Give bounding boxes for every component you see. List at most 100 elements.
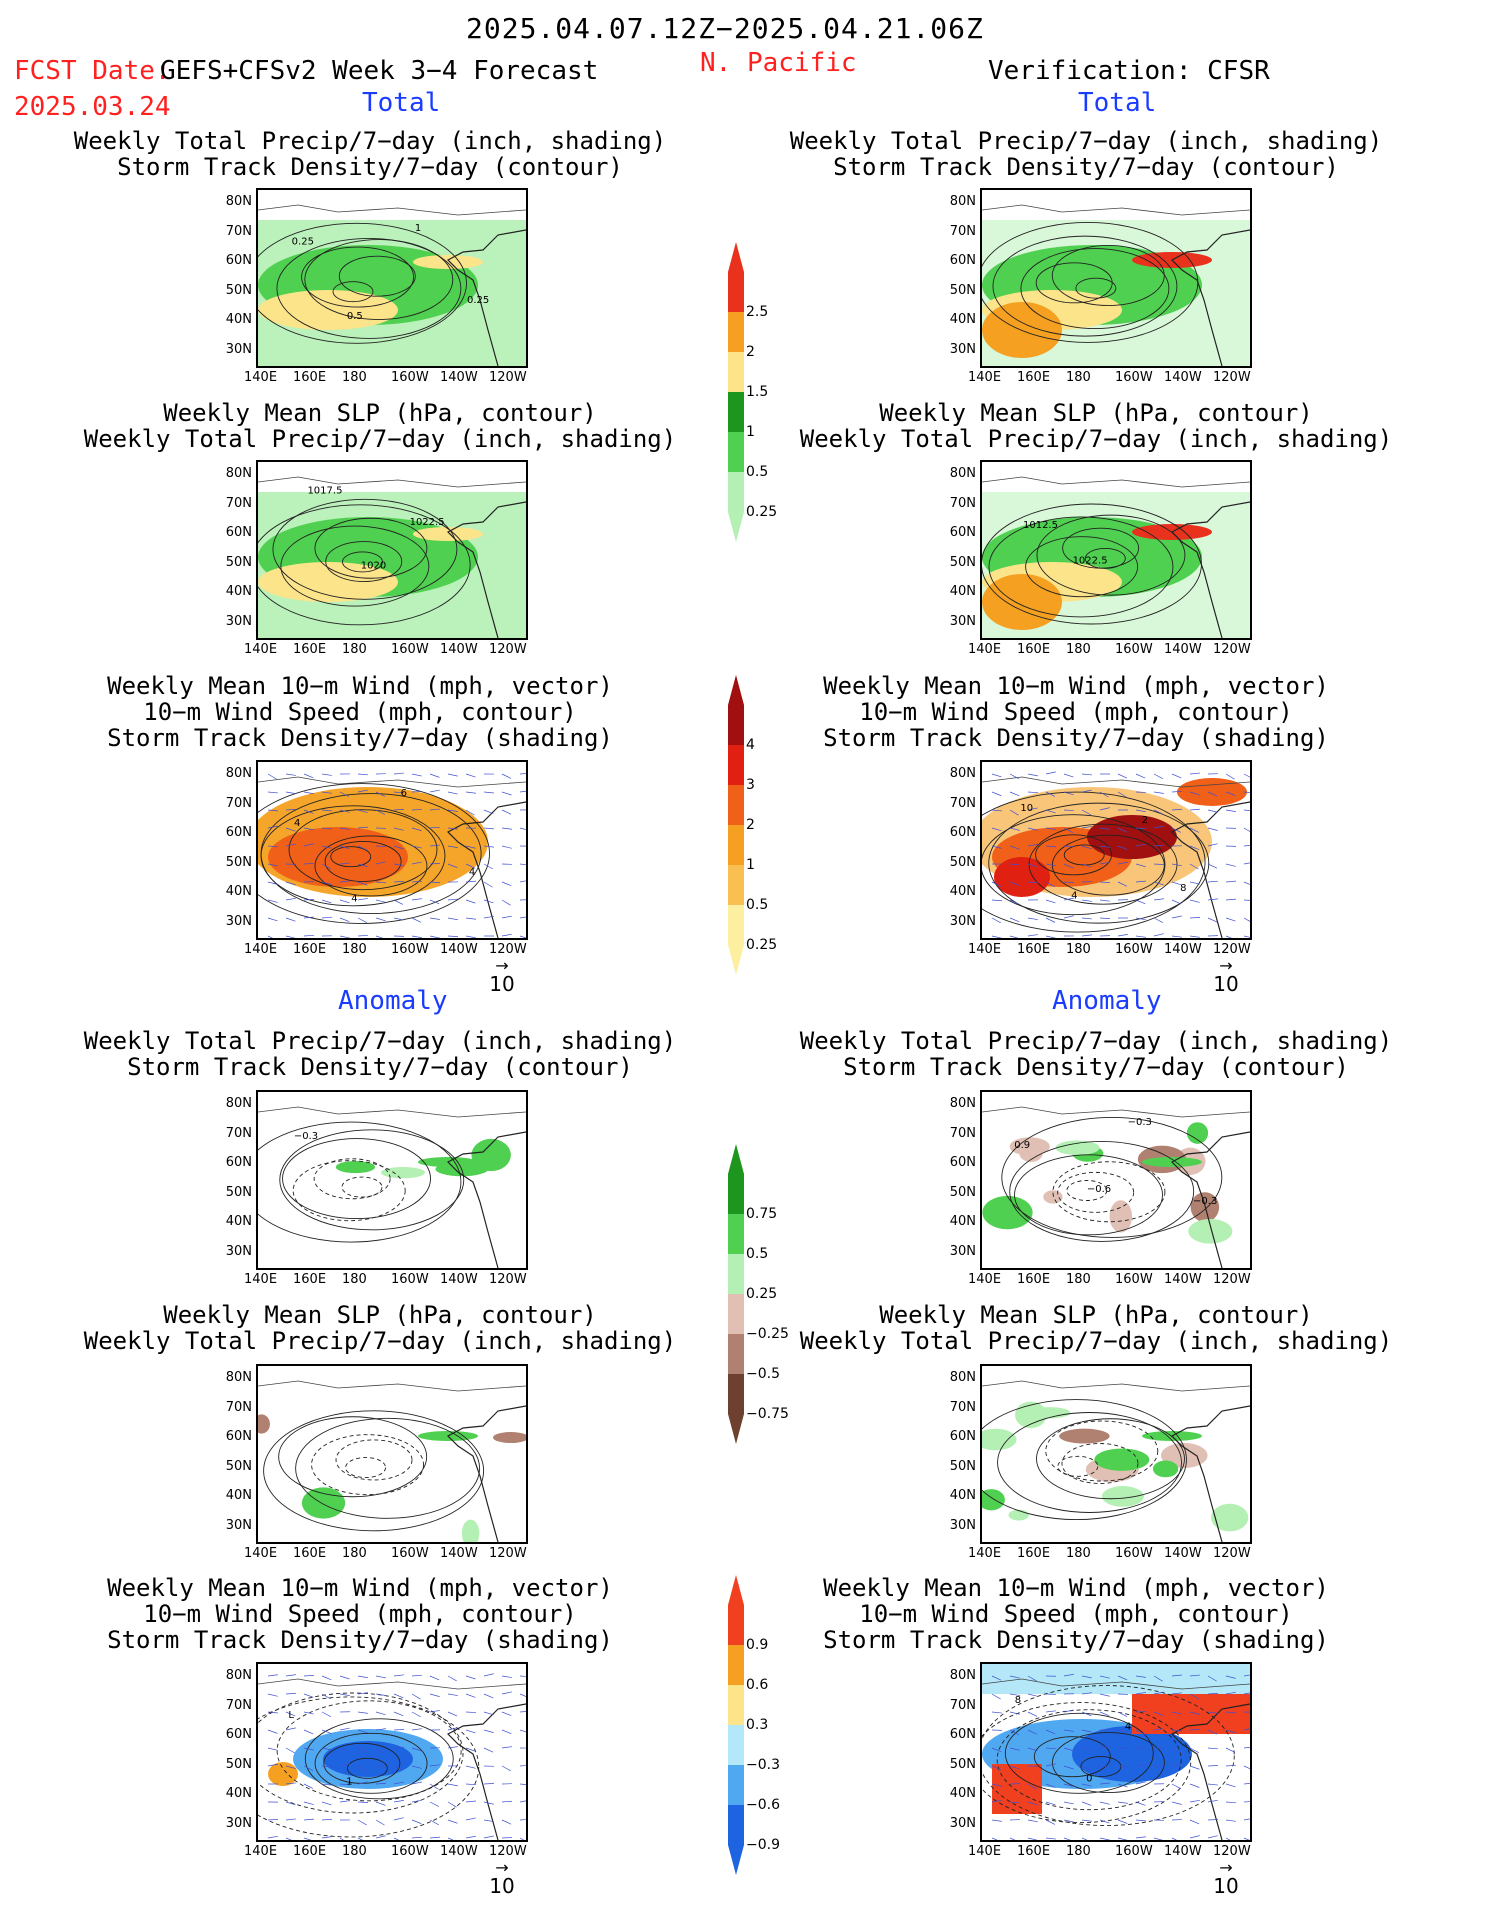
wind-vector [411, 773, 422, 777]
wind-vector [1117, 1819, 1128, 1824]
contour-line [341, 1176, 383, 1198]
wind-vector [393, 917, 404, 921]
panel2-title: Weekly Mean SLP (hPa, contour) Weekly To… [60, 400, 700, 452]
precip-anomaly-patch [1101, 1486, 1144, 1507]
wind-vector [991, 935, 1002, 938]
contour-line [1080, 1756, 1122, 1778]
wind-vector [1189, 1747, 1200, 1753]
wind-vector [303, 809, 314, 814]
lon-tick-label: 140E [244, 1844, 278, 1859]
lon-tick-label: 120W [489, 1546, 527, 1561]
panel1-title-line2: Storm Track Density/7−day (contour) [117, 153, 623, 181]
wind-vector [1225, 898, 1236, 901]
wind-vector [411, 809, 423, 811]
wind-vector [1081, 917, 1092, 920]
wind-vector [411, 880, 423, 883]
contour-label: −0.3 [1193, 1196, 1217, 1207]
lon-tick-label: 140E [244, 370, 278, 385]
wind-vector [1081, 1692, 1092, 1695]
lat-tick-label: 80N [225, 1370, 252, 1385]
wind-vector [1207, 843, 1218, 847]
wind-vector [1135, 1836, 1146, 1839]
wind-vector [1081, 1801, 1092, 1806]
lon-tick-label: 120W [489, 370, 527, 385]
wind-vector [447, 935, 459, 937]
lat-tick-label: 40N [949, 1214, 976, 1229]
wind-vector [991, 1711, 1002, 1714]
map-panel-8: 0.9 −0.6 −0.3 −0.3 [980, 1090, 1252, 1270]
lat-tick-label: 40N [225, 1786, 252, 1801]
wind-vector [339, 1675, 350, 1680]
panel2-title-line1: Weekly Mean SLP (hPa, contour) [163, 399, 597, 427]
contour-label: 1017.5 [307, 486, 342, 497]
lon-tick-label: 180 [1066, 942, 1091, 957]
wind-vector [1153, 791, 1164, 794]
wind-vector [1063, 1709, 1074, 1713]
wind-vector [1135, 1819, 1146, 1822]
lon-tick-label: 160E [293, 1272, 327, 1287]
wind-vectors [991, 771, 1250, 938]
wind-vector [1225, 935, 1233, 938]
wind-vector [1027, 827, 1038, 831]
lon-tick-label: 160W [391, 1272, 429, 1287]
wind-vector [357, 845, 368, 851]
contour-line [314, 1732, 428, 1794]
wind-vector [1027, 863, 1038, 868]
contour-line [996, 1709, 1182, 1811]
storm-anomaly-positive-north [1132, 1694, 1250, 1734]
wind-vector [267, 935, 273, 938]
wind-vector [1081, 899, 1092, 902]
wind-vector [321, 773, 332, 776]
lat-tick-label: 70N [225, 1125, 252, 1141]
lon-tick-label: 180 [342, 942, 367, 957]
wind-vector [483, 881, 493, 888]
lat-tick-label: 50N [949, 1458, 976, 1474]
contour-line [292, 1160, 406, 1222]
coastline-north [982, 776, 1250, 788]
wind-vector [1099, 1837, 1110, 1840]
lon-tick-label: 160E [1017, 1546, 1051, 1561]
wind-vector [1081, 845, 1092, 850]
wind-vector [1117, 827, 1128, 833]
wind-vector [393, 1674, 404, 1677]
wind-vector [429, 808, 440, 811]
wind-vector [1117, 1729, 1128, 1733]
lat-tick-label: 80N [949, 194, 976, 209]
lat-tick-label: 80N [949, 1370, 976, 1385]
lat-tick-label: 70N [225, 1697, 252, 1713]
wind-vector [447, 773, 458, 777]
panel3-title: Weekly Total Precip/7−day (inch, shading… [776, 128, 1396, 180]
wind-vector [339, 880, 350, 883]
contour-line [338, 255, 416, 297]
wind-vector [411, 791, 423, 793]
wind-vector [501, 881, 512, 887]
wind-vector [339, 1800, 350, 1803]
wind-vector [1009, 1837, 1016, 1840]
panel4-title-line2: Weekly Total Precip/7−day (inch, shading… [799, 425, 1393, 453]
precip-anomaly-patch [1055, 1140, 1100, 1156]
wind-vector [1009, 899, 1020, 905]
wind-vector [991, 881, 1002, 887]
wind-vector [1153, 881, 1164, 886]
contour-line [258, 1121, 462, 1243]
precip-anomaly-patch [1188, 1218, 1233, 1244]
lon-tick-label: 160W [391, 370, 429, 385]
wind-vector [267, 1711, 278, 1714]
storm-anomaly-positive [268, 1762, 298, 1786]
contour-line [276, 1700, 462, 1802]
lat-tick-label: 30N [225, 913, 252, 929]
colorbar-top-arrow [728, 1144, 744, 1174]
wind-vector [285, 935, 296, 938]
lon-tick-label: 140W [440, 1272, 478, 1287]
lon-tick-label: 160E [293, 1546, 327, 1561]
wind-vector [1063, 845, 1075, 847]
lon-tick-label: 180 [1066, 1546, 1091, 1561]
lon-tick-label: 120W [1213, 1546, 1251, 1561]
map-panel-9-plot [258, 1380, 526, 1542]
wind-vector [1027, 844, 1038, 847]
wind-vector [267, 1729, 278, 1734]
lat-tick-label: 50N [949, 1184, 976, 1200]
lat-tick-label: 50N [225, 1184, 252, 1200]
wind-vector [465, 1765, 476, 1769]
wind-vector [447, 898, 458, 901]
